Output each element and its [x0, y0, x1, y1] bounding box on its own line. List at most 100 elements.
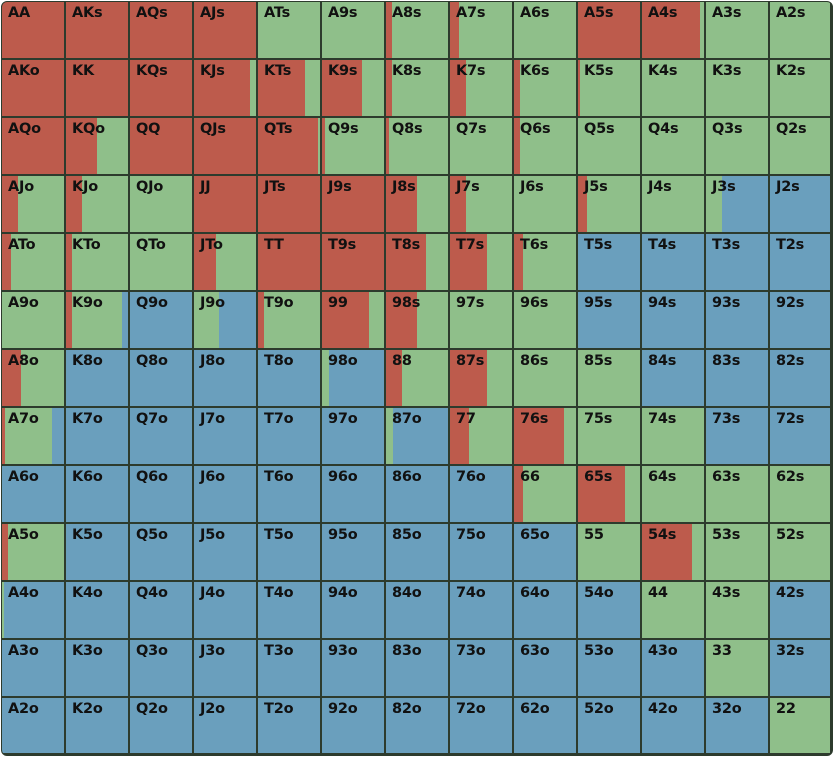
hand-cell-Q6o[interactable]: Q6o: [130, 466, 194, 524]
hand-cell-A5s[interactable]: A5s: [578, 2, 642, 60]
hand-cell-72o[interactable]: 72o: [450, 698, 514, 755]
hand-cell-A9o[interactable]: A9o: [2, 292, 66, 350]
hand-cell-86s[interactable]: 86s: [514, 350, 578, 408]
hand-cell-95o[interactable]: 95o: [322, 524, 386, 582]
hand-cell-64o[interactable]: 64o: [514, 582, 578, 640]
hand-cell-KQo[interactable]: KQo: [66, 118, 130, 176]
hand-cell-QJs[interactable]: QJs: [194, 118, 258, 176]
hand-cell-97o[interactable]: 97o: [322, 408, 386, 466]
hand-cell-Q6s[interactable]: Q6s: [514, 118, 578, 176]
hand-cell-75o[interactable]: 75o: [450, 524, 514, 582]
hand-cell-QTo[interactable]: QTo: [130, 234, 194, 292]
hand-cell-K2o[interactable]: K2o: [66, 698, 130, 755]
hand-cell-J5s[interactable]: J5s: [578, 176, 642, 234]
hand-cell-Q3o[interactable]: Q3o: [130, 640, 194, 698]
hand-cell-AJo[interactable]: AJo: [2, 176, 66, 234]
hand-cell-ATs[interactable]: ATs: [258, 2, 322, 60]
hand-cell-QQ[interactable]: QQ: [130, 118, 194, 176]
hand-cell-75s[interactable]: 75s: [578, 408, 642, 466]
hand-cell-J5o[interactable]: J5o: [194, 524, 258, 582]
hand-cell-55[interactable]: 55: [578, 524, 642, 582]
hand-cell-82s[interactable]: 82s: [770, 350, 832, 408]
hand-cell-K5s[interactable]: K5s: [578, 60, 642, 118]
hand-cell-Q8s[interactable]: Q8s: [386, 118, 450, 176]
hand-cell-JTs[interactable]: JTs: [258, 176, 322, 234]
hand-cell-Q2o[interactable]: Q2o: [130, 698, 194, 755]
hand-cell-87o[interactable]: 87o: [386, 408, 450, 466]
hand-cell-83s[interactable]: 83s: [706, 350, 770, 408]
hand-cell-62o[interactable]: 62o: [514, 698, 578, 755]
hand-cell-84s[interactable]: 84s: [642, 350, 706, 408]
hand-cell-K5o[interactable]: K5o: [66, 524, 130, 582]
hand-cell-T7o[interactable]: T7o: [258, 408, 322, 466]
hand-cell-AKs[interactable]: AKs: [66, 2, 130, 60]
hand-cell-98o[interactable]: 98o: [322, 350, 386, 408]
hand-cell-93s[interactable]: 93s: [706, 292, 770, 350]
hand-cell-J9o[interactable]: J9o: [194, 292, 258, 350]
hand-cell-32s[interactable]: 32s: [770, 640, 832, 698]
hand-cell-A8o[interactable]: A8o: [2, 350, 66, 408]
hand-cell-85s[interactable]: 85s: [578, 350, 642, 408]
hand-cell-52o[interactable]: 52o: [578, 698, 642, 755]
hand-cell-66[interactable]: 66: [514, 466, 578, 524]
hand-cell-32o[interactable]: 32o: [706, 698, 770, 755]
hand-cell-J4s[interactable]: J4s: [642, 176, 706, 234]
hand-cell-A3o[interactable]: A3o: [2, 640, 66, 698]
hand-cell-42s[interactable]: 42s: [770, 582, 832, 640]
hand-cell-A7s[interactable]: A7s: [450, 2, 514, 60]
hand-cell-53s[interactable]: 53s: [706, 524, 770, 582]
hand-cell-63s[interactable]: 63s: [706, 466, 770, 524]
hand-cell-74s[interactable]: 74s: [642, 408, 706, 466]
hand-cell-J7s[interactable]: J7s: [450, 176, 514, 234]
hand-cell-K6s[interactable]: K6s: [514, 60, 578, 118]
hand-cell-77[interactable]: 77: [450, 408, 514, 466]
hand-cell-A3s[interactable]: A3s: [706, 2, 770, 60]
hand-cell-Q4o[interactable]: Q4o: [130, 582, 194, 640]
hand-cell-AJs[interactable]: AJs: [194, 2, 258, 60]
hand-cell-Q8o[interactable]: Q8o: [130, 350, 194, 408]
hand-cell-TT[interactable]: TT: [258, 234, 322, 292]
hand-cell-J7o[interactable]: J7o: [194, 408, 258, 466]
hand-cell-K3o[interactable]: K3o: [66, 640, 130, 698]
hand-cell-95s[interactable]: 95s: [578, 292, 642, 350]
hand-cell-65o[interactable]: 65o: [514, 524, 578, 582]
hand-cell-84o[interactable]: 84o: [386, 582, 450, 640]
hand-cell-83o[interactable]: 83o: [386, 640, 450, 698]
hand-cell-AKo[interactable]: AKo: [2, 60, 66, 118]
hand-cell-92o[interactable]: 92o: [322, 698, 386, 755]
hand-cell-74o[interactable]: 74o: [450, 582, 514, 640]
hand-cell-Q9s[interactable]: Q9s: [322, 118, 386, 176]
hand-cell-96s[interactable]: 96s: [514, 292, 578, 350]
hand-cell-44[interactable]: 44: [642, 582, 706, 640]
hand-cell-QTs[interactable]: QTs: [258, 118, 322, 176]
hand-cell-T6s[interactable]: T6s: [514, 234, 578, 292]
hand-cell-63o[interactable]: 63o: [514, 640, 578, 698]
hand-cell-22[interactable]: 22: [770, 698, 832, 755]
hand-cell-J4o[interactable]: J4o: [194, 582, 258, 640]
hand-cell-A8s[interactable]: A8s: [386, 2, 450, 60]
hand-cell-J8o[interactable]: J8o: [194, 350, 258, 408]
hand-cell-76s[interactable]: 76s: [514, 408, 578, 466]
hand-cell-AQo[interactable]: AQo: [2, 118, 66, 176]
hand-cell-T8s[interactable]: T8s: [386, 234, 450, 292]
hand-cell-Q4s[interactable]: Q4s: [642, 118, 706, 176]
hand-cell-A7o[interactable]: A7o: [2, 408, 66, 466]
hand-cell-76o[interactable]: 76o: [450, 466, 514, 524]
hand-cell-KJs[interactable]: KJs: [194, 60, 258, 118]
hand-cell-K7o[interactable]: K7o: [66, 408, 130, 466]
hand-cell-98s[interactable]: 98s: [386, 292, 450, 350]
hand-cell-53o[interactable]: 53o: [578, 640, 642, 698]
hand-cell-73o[interactable]: 73o: [450, 640, 514, 698]
hand-cell-KQs[interactable]: KQs: [130, 60, 194, 118]
hand-cell-K8o[interactable]: K8o: [66, 350, 130, 408]
hand-cell-A4s[interactable]: A4s: [642, 2, 706, 60]
hand-cell-A5o[interactable]: A5o: [2, 524, 66, 582]
hand-cell-T6o[interactable]: T6o: [258, 466, 322, 524]
hand-cell-AA[interactable]: AA: [2, 2, 66, 60]
hand-cell-KJo[interactable]: KJo: [66, 176, 130, 234]
hand-cell-86o[interactable]: 86o: [386, 466, 450, 524]
hand-cell-T4o[interactable]: T4o: [258, 582, 322, 640]
hand-cell-54s[interactable]: 54s: [642, 524, 706, 582]
hand-cell-82o[interactable]: 82o: [386, 698, 450, 755]
hand-cell-JTo[interactable]: JTo: [194, 234, 258, 292]
